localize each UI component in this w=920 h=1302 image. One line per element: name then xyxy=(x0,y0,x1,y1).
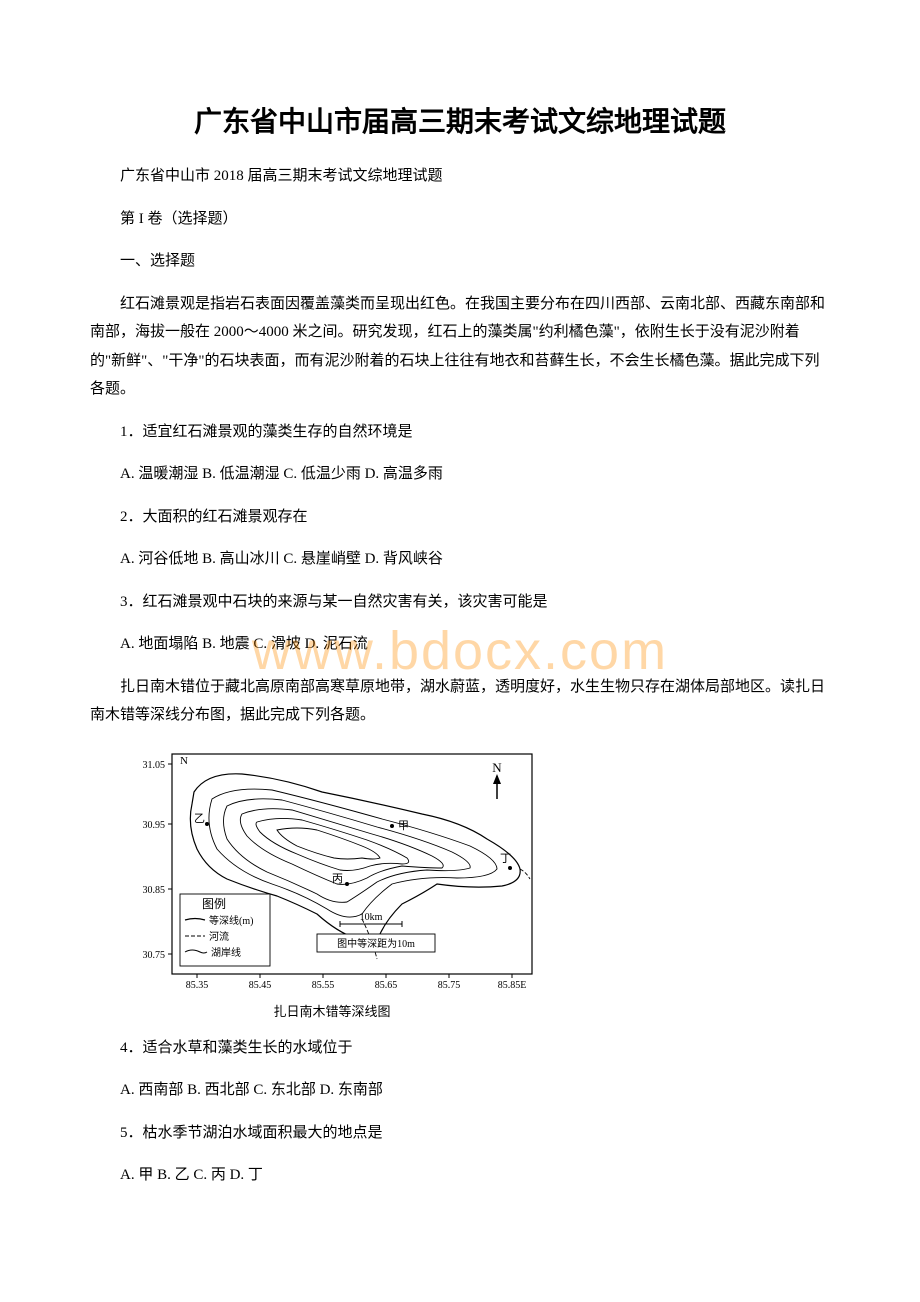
section-label: 第 I 卷（选择题） xyxy=(90,205,830,234)
depth-contour-map: 31.05 30.95 30.85 30.75 N 85.35 85.45 85… xyxy=(122,744,830,1020)
map-svg: 31.05 30.95 30.85 30.75 N 85.35 85.45 85… xyxy=(122,744,542,999)
y-tick-0: 31.05 xyxy=(143,760,166,771)
question-5: 5．枯水季节湖泊水域面积最大的地点是 xyxy=(90,1119,830,1148)
y-tick-3: 30.75 xyxy=(143,950,166,961)
map-caption: 扎日南木错等深线图 xyxy=(122,1001,542,1020)
subtitle: 广东省中山市 2018 届高三期末考试文综地理试题 xyxy=(90,162,830,191)
x-tick-3: 85.65 xyxy=(375,980,398,991)
x-tick-1: 85.45 xyxy=(249,980,272,991)
legend-contour: 等深线(m) xyxy=(209,914,253,927)
question-4-options: A. 西南部 B. 西北部 C. 东北部 D. 东南部 xyxy=(90,1076,830,1105)
passage-2: 扎日南木错位于藏北高原南部高寒草原地带，湖水蔚蓝，透明度好，水生生物只存在湖体局… xyxy=(90,673,830,730)
legend-river: 河流 xyxy=(209,930,229,943)
legend-shore: 湖岸线 xyxy=(211,946,241,959)
north-arrow-label: N xyxy=(492,760,502,775)
question-1-options: A. 温暖潮湿 B. 低温潮湿 C. 低温少雨 D. 高温多雨 xyxy=(90,460,830,489)
point-ding: 丁 xyxy=(500,853,511,865)
point-jia-marker xyxy=(390,824,394,828)
point-bing-marker xyxy=(345,882,349,886)
river-2 xyxy=(520,869,530,879)
contour-note: 图中等深距为10m xyxy=(337,937,415,950)
document-title: 广东省中山市届高三期末考试文综地理试题 xyxy=(90,100,830,140)
point-ding-marker xyxy=(508,866,512,870)
point-bing: 丙 xyxy=(332,873,343,885)
question-3: 3．红石滩景观中石块的来源与某一自然灾害有关，该灾害可能是 xyxy=(90,588,830,617)
legend-title: 图例 xyxy=(202,897,226,911)
x-tick-4: 85.75 xyxy=(438,980,461,991)
x-tick-5: 85.85E xyxy=(498,980,527,991)
x-tick-0: 85.35 xyxy=(186,980,209,991)
contour-5 xyxy=(277,828,380,859)
contour-4 xyxy=(256,818,409,870)
n-label-left: N xyxy=(180,755,188,767)
point-yi-marker xyxy=(205,822,209,826)
y-tick-1: 30.95 xyxy=(143,820,166,831)
question-1: 1．适宜红石滩景观的藻类生存的自然环境是 xyxy=(90,418,830,447)
question-2: 2．大面积的红石滩景观存在 xyxy=(90,503,830,532)
x-tick-2: 85.55 xyxy=(312,980,335,991)
point-jia: 甲 xyxy=(398,820,409,832)
question-5-options: A. 甲 B. 乙 C. 丙 D. 丁 xyxy=(90,1161,830,1190)
part-heading: 一、选择题 xyxy=(90,247,830,276)
scale-label: 10km xyxy=(360,912,383,923)
question-4: 4．适合水草和藻类生长的水域位于 xyxy=(90,1034,830,1063)
question-2-options: A. 河谷低地 B. 高山冰川 C. 悬崖峭壁 D. 背风峡谷 xyxy=(90,545,830,574)
y-tick-2: 30.85 xyxy=(143,885,166,896)
question-3-options: A. 地面塌陷 B. 地震 C. 滑坡 D. 泥石流 xyxy=(90,630,830,659)
point-yi: 乙 xyxy=(194,812,205,825)
passage-1: 红石滩景观是指岩石表面因覆盖藻类而呈现出红色。在我国主要分布在四川西部、云南北部… xyxy=(90,290,830,404)
